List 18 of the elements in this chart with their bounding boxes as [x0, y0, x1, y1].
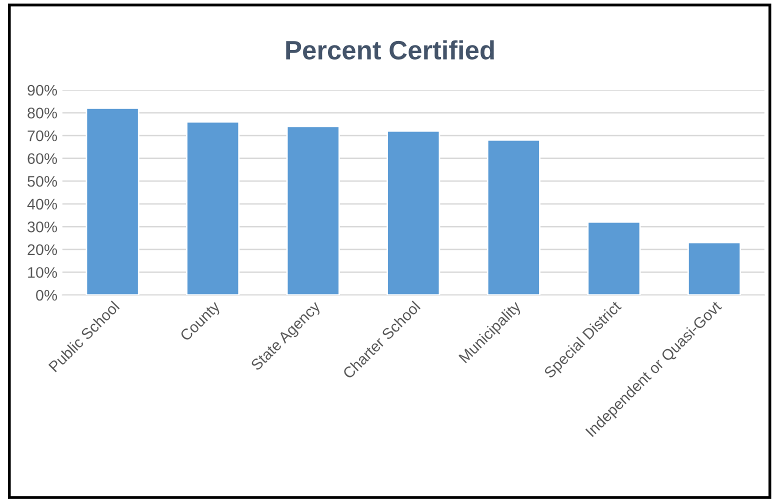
bar	[86, 108, 140, 295]
chart-title: Percent Certified	[286, 40, 494, 60]
bar	[687, 242, 742, 295]
bar	[486, 139, 540, 295]
y-tick-label: 10%	[28, 267, 57, 278]
bar	[286, 126, 340, 295]
y-tick-label: 30%	[28, 222, 57, 232]
y-tick-label: 0%	[36, 290, 57, 301]
y-tick-label: 40%	[27, 198, 57, 210]
y-tick-label: 80%	[28, 108, 57, 118]
y-tick-label: 20%	[28, 244, 57, 256]
bar	[186, 121, 240, 295]
y-tick-label: 60%	[28, 153, 57, 164]
y-tick-label: 90%	[28, 84, 57, 96]
bar	[386, 130, 440, 295]
bar	[587, 221, 641, 295]
y-tick-label: 70%	[28, 130, 57, 142]
y-tick-label: 50%	[28, 176, 57, 187]
